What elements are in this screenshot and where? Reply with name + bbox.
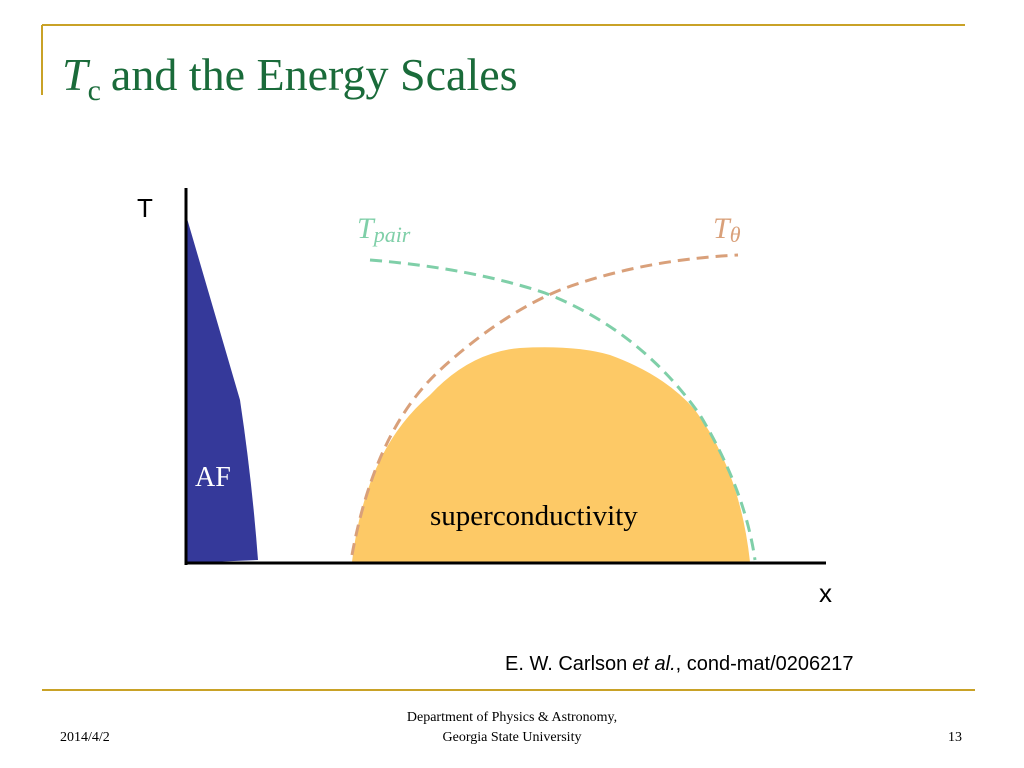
- footer-university: Georgia State University: [443, 730, 582, 745]
- af-region: [186, 215, 258, 563]
- t-pair-curve: [369, 258, 757, 561]
- citation-authors: E. W. Carlson: [505, 653, 627, 675]
- x-axis-label: x: [819, 578, 832, 608]
- t-pair-subscript: pair: [372, 222, 411, 247]
- footer-date: 2014/4/2: [60, 730, 110, 745]
- citation-etal: et al.: [632, 653, 675, 675]
- sc-dome: [352, 347, 750, 562]
- citation-ref: , cond-mat/0206217: [676, 653, 854, 675]
- sc-label: superconductivity: [430, 500, 638, 532]
- t-theta-subscript: θ: [730, 222, 741, 247]
- title-subscript: c: [88, 74, 101, 107]
- title-t: T: [62, 49, 91, 100]
- citation: E. W. Carlson et al., cond-mat/0206217: [505, 653, 854, 675]
- t-theta-label: Tθ: [713, 212, 741, 247]
- af-label: AF: [195, 462, 231, 493]
- t-pair-main: T: [357, 212, 376, 245]
- t-theta-curve: [350, 253, 739, 556]
- t-theta-main: T: [713, 212, 732, 245]
- slide-title: Tc and the Energy Scales: [62, 49, 518, 107]
- title-rest: and the Energy Scales: [111, 49, 518, 100]
- y-axis-label: T: [137, 193, 153, 223]
- footer-dept: Department of Physics & Astronomy,: [407, 710, 617, 725]
- t-pair-label: Tpair: [357, 212, 411, 247]
- footer-page: 13: [948, 730, 962, 745]
